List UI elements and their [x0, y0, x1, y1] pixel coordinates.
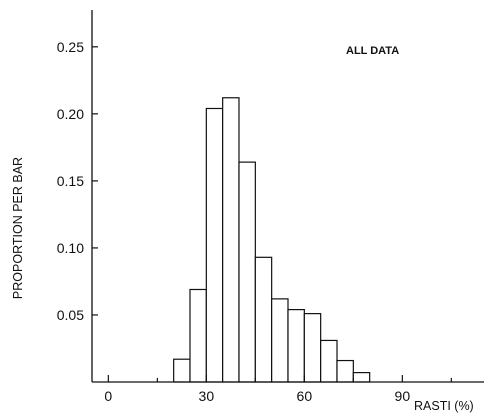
histogram-bar-4	[238, 161, 256, 383]
x-tick-label-0: 0	[104, 388, 112, 404]
histogram-bar-7	[287, 309, 305, 383]
y-tick-label-1: 0.10	[57, 240, 84, 256]
y-tick-label-0: 0.05	[57, 307, 84, 323]
x-axis-title: RASTI (%)	[414, 399, 474, 413]
x-tick-label-1: 30	[199, 388, 215, 404]
histogram-bar-6	[271, 298, 289, 383]
y-tick-label-4: 0.25	[57, 39, 84, 55]
histogram-bar-0	[173, 358, 191, 383]
y-tick-label-2: 0.15	[57, 173, 84, 189]
y-axis-title: PROPORTION PER BAR	[11, 157, 25, 299]
x-tick-label-2: 60	[297, 388, 313, 404]
histogram-bar-10	[336, 359, 354, 383]
histogram-bar-1	[189, 288, 207, 383]
ticks-layer: 0.05 0.10 0.15 0.20 0.25 0 30 60 90	[57, 39, 452, 404]
histogram-bar-9	[320, 339, 338, 383]
bars-layer	[173, 97, 371, 383]
histogram-bar-11	[352, 372, 371, 383]
histogram-bar-5	[254, 256, 273, 383]
x-tick-label-3: 90	[395, 388, 411, 404]
histogram-bar-3	[222, 97, 240, 383]
y-tick-label-3: 0.20	[57, 106, 84, 122]
histogram-bar-2	[205, 107, 224, 383]
chart-annotation: ALL DATA	[346, 45, 399, 57]
histogram-bar-8	[303, 313, 322, 383]
